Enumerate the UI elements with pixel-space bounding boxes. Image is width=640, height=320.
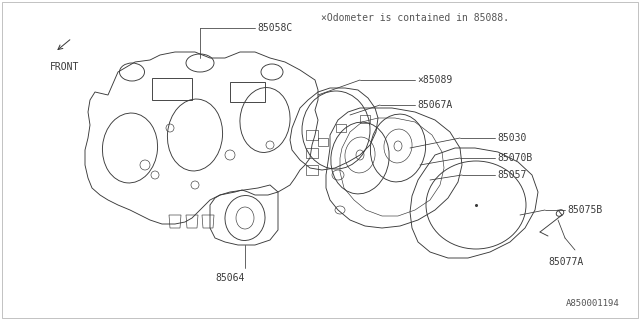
Text: ×85089: ×85089	[417, 75, 452, 85]
Text: 85077A: 85077A	[548, 257, 583, 267]
Text: 85058C: 85058C	[257, 23, 292, 33]
Text: 85057: 85057	[497, 170, 526, 180]
Bar	[230, 82, 265, 102]
Text: 85030: 85030	[497, 133, 526, 143]
Bar	[306, 165, 318, 175]
Text: A850001194: A850001194	[566, 299, 620, 308]
Text: 85067A: 85067A	[417, 100, 452, 110]
Text: 85064: 85064	[215, 273, 244, 283]
Bar	[152, 78, 192, 100]
Text: 85070B: 85070B	[497, 153, 532, 163]
Text: ×Odometer is contained in 85088.: ×Odometer is contained in 85088.	[321, 13, 509, 23]
Text: FRONT: FRONT	[51, 62, 80, 72]
Bar	[306, 148, 318, 158]
Text: 85075B: 85075B	[567, 205, 602, 215]
Bar	[306, 130, 318, 140]
